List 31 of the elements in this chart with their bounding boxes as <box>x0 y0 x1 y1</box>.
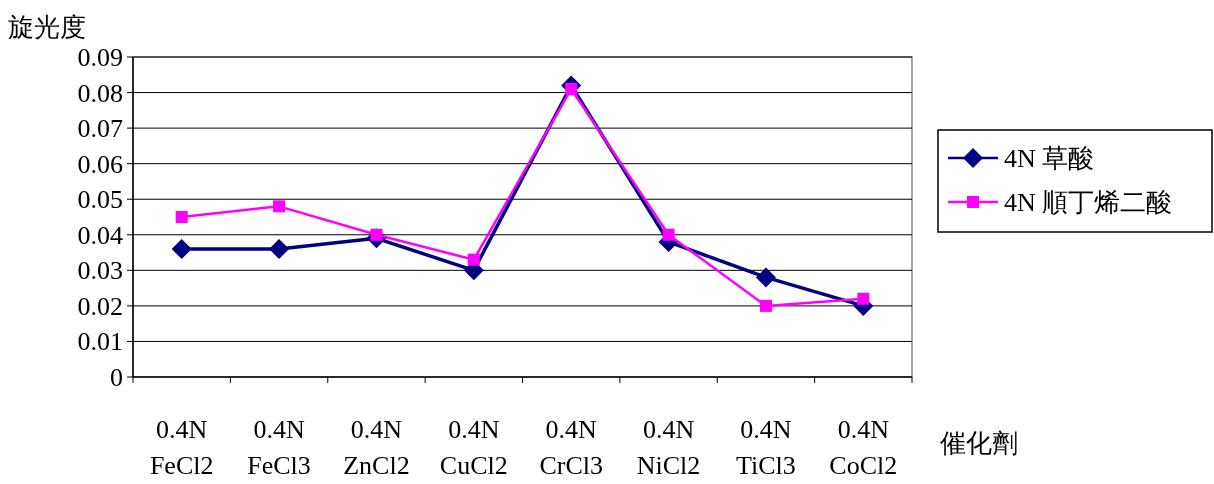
point <box>662 228 675 241</box>
x-axis-title: 催化劑 <box>940 429 1018 458</box>
x-tick-label: 0.4N ZnCl2 <box>343 415 410 480</box>
point <box>759 299 772 312</box>
y-axis-title: 旋光度 <box>8 13 86 42</box>
y-tick-label: 0.03 <box>77 256 123 286</box>
y-tick-label: 0.01 <box>77 327 123 357</box>
point <box>175 211 188 223</box>
y-tick-label: 0.04 <box>77 220 123 250</box>
x-tick-label: 0.4N CoCl2 <box>829 415 898 480</box>
point <box>269 239 290 259</box>
x-tick-label: 0.4N CuCl2 <box>439 415 508 480</box>
legend-label: 4N 順丁烯二酸 <box>1004 188 1173 217</box>
y-tick-label: 0.05 <box>77 185 123 215</box>
point <box>467 253 480 266</box>
x-tick-label: 0.4N NiCl2 <box>636 415 701 480</box>
x-tick-label: 0.4N FeCl2 <box>149 415 214 480</box>
y-tick-label: 0 <box>110 363 123 392</box>
y-tick-label: 0.06 <box>77 149 123 179</box>
y-tick-label: 0.02 <box>77 291 123 321</box>
point <box>273 200 286 213</box>
point <box>857 292 870 305</box>
x-tick-label: 0.4N FeCl3 <box>247 415 311 480</box>
legend-label: 4N 草酸 <box>1004 144 1095 173</box>
x-tick-label: 0.4N TiCl3 <box>736 415 796 480</box>
y-tick-label: 0.09 <box>77 43 123 72</box>
point <box>171 239 192 259</box>
x-tick-label: 0.4N CrCl3 <box>539 415 603 480</box>
y-tick-label: 0.07 <box>77 114 123 144</box>
y-tick-label: 0.08 <box>77 78 123 108</box>
point <box>755 267 776 288</box>
